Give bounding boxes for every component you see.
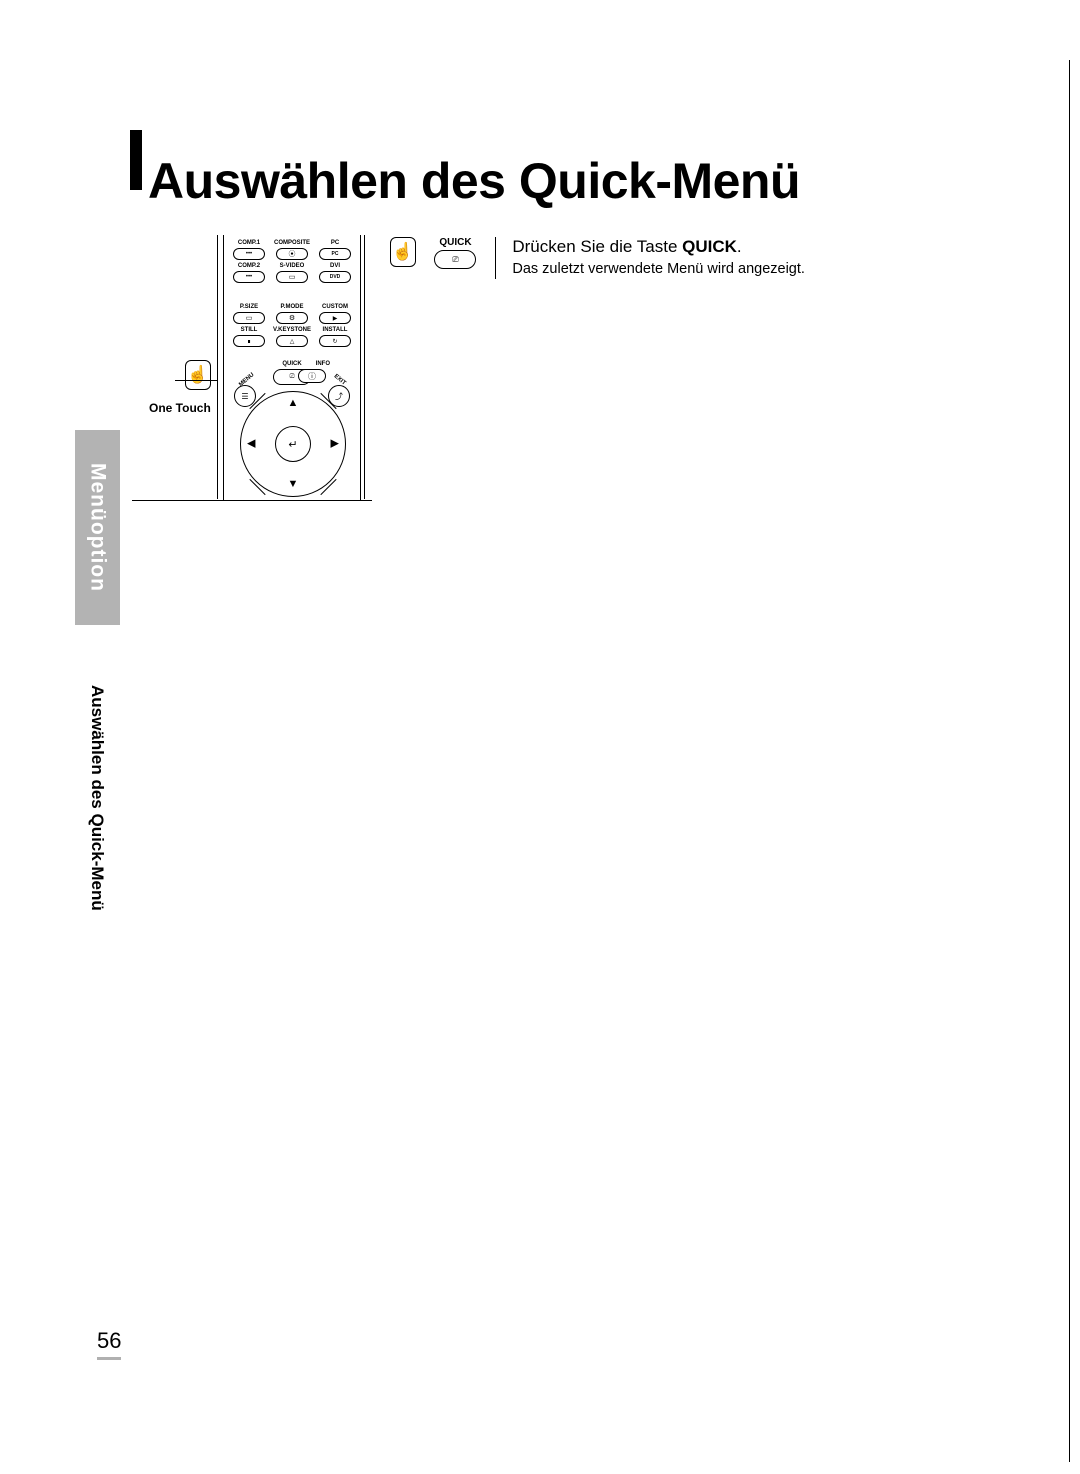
nav-enter-icon xyxy=(275,426,311,462)
page-number: 56 xyxy=(97,1328,121,1360)
remote-button-icon xyxy=(276,335,308,347)
remote-button: STILL xyxy=(230,326,268,349)
remote-button-label: V.KEYSTONE xyxy=(273,326,311,334)
remote-button-label: DVI xyxy=(316,262,354,270)
nav-up-icon xyxy=(288,398,299,409)
side-tab-section-label: Menüoption xyxy=(86,463,110,592)
instruction-text: Drücken Sie die Taste QUICK. Das zuletzt… xyxy=(512,237,805,277)
heading-bar xyxy=(130,130,142,190)
remote-button-label: P.MODE xyxy=(273,303,311,311)
remote-button-row: COMP.1 COMPOSITE PC xyxy=(224,239,360,262)
remote-button-label: COMPOSITE xyxy=(273,239,311,247)
remote-info-label: INFO xyxy=(316,361,330,367)
remote-button-icon xyxy=(276,248,308,260)
remote-button: P.SIZE xyxy=(230,303,268,326)
remote-illustration: COMP.1 COMPOSITE PC COMP.2 S-VIDEO DVI P.SIZE… xyxy=(217,235,367,500)
remote-button-icon xyxy=(233,335,265,347)
quick-button-icon xyxy=(434,250,476,269)
remote-button-label: COMP.1 xyxy=(230,239,268,247)
remote-button: COMP.2 xyxy=(230,262,268,285)
remote-button-icon xyxy=(319,248,351,260)
touch-icon xyxy=(185,360,211,390)
remote-button-icon xyxy=(319,312,351,324)
remote-button-label: PC xyxy=(316,239,354,247)
remote-button-icon xyxy=(276,312,308,324)
side-tab: Menüoption Auswählen des Quick-Menü xyxy=(75,430,120,1210)
remote-under-line xyxy=(132,500,372,501)
remote-button-label: INSTALL xyxy=(316,326,354,334)
instruction-line1-suffix: . xyxy=(737,237,742,256)
remote-button-icon xyxy=(319,335,351,347)
touch-icon xyxy=(390,237,416,267)
remote-button-icon xyxy=(233,248,265,260)
instruction-divider xyxy=(495,237,496,279)
one-touch-callout: One Touch xyxy=(149,360,211,415)
side-tab-section-box: Menüoption xyxy=(75,430,120,625)
nav-ring-outer xyxy=(240,391,346,497)
remote-button: PC xyxy=(316,239,354,262)
remote-button-row: COMP.2 S-VIDEO DVI xyxy=(224,262,360,285)
side-tab-title: Auswählen des Quick-Menü xyxy=(87,625,107,911)
remote-input-rows: COMP.1 COMPOSITE PC COMP.2 S-VIDEO DVI xyxy=(224,239,360,285)
page-right-border xyxy=(1069,60,1070,1462)
remote-info-button-icon: ⓘ xyxy=(298,369,326,383)
remote-button-label: COMP.2 xyxy=(230,262,268,270)
nav-left-icon xyxy=(247,439,255,450)
remote-button-label: CUSTOM xyxy=(316,303,354,311)
remote-button-label: S-VIDEO xyxy=(273,262,311,270)
remote-button: COMPOSITE xyxy=(273,239,311,262)
remote-button-row: STILL V.KEYSTONE INSTALL xyxy=(224,326,360,349)
remote-button: INSTALL xyxy=(316,326,354,349)
nav-right-icon xyxy=(331,439,339,450)
remote-button-icon xyxy=(233,271,265,283)
remote-button-icon xyxy=(233,312,265,324)
remote-mode-rows: P.SIZE P.MODE CUSTOM STILL V.KEYSTONE INSTALL xyxy=(224,303,360,349)
remote-button-icon xyxy=(276,271,308,283)
instruction-block: QUICK Drücken Sie die Taste QUICK. Das z… xyxy=(390,237,805,279)
remote-nav-ring xyxy=(240,391,344,495)
instruction-line1-bold: QUICK xyxy=(682,237,737,256)
remote-quick-label: QUICK xyxy=(282,361,301,367)
remote-button-icon xyxy=(319,271,351,283)
remote-button-label: P.SIZE xyxy=(230,303,268,311)
quick-button-label: QUICK xyxy=(434,237,476,248)
instruction-line1-prefix: Drücken Sie die Taste xyxy=(512,237,682,256)
remote-inner: COMP.1 COMPOSITE PC COMP.2 S-VIDEO DVI P.SIZE… xyxy=(223,235,361,500)
quick-button-illustration: QUICK xyxy=(434,237,476,269)
remote-button: DVI xyxy=(316,262,354,285)
remote-button-row: P.SIZE P.MODE CUSTOM xyxy=(224,303,360,326)
instruction-line1: Drücken Sie die Taste QUICK. xyxy=(512,237,805,257)
manual-page: Auswählen des Quick-Menü Menüoption Ausw… xyxy=(0,0,1080,1474)
remote-button: V.KEYSTONE xyxy=(273,326,311,349)
remote-button: COMP.1 xyxy=(230,239,268,262)
remote-button: P.MODE xyxy=(273,303,311,326)
nav-down-icon xyxy=(288,479,299,490)
remote-button: S-VIDEO xyxy=(273,262,311,285)
page-number-value: 56 xyxy=(97,1328,121,1360)
remote-button: CUSTOM xyxy=(316,303,354,326)
one-touch-label: One Touch xyxy=(149,401,211,415)
remote-button-label: STILL xyxy=(230,326,268,334)
instruction-line2: Das zuletzt verwendete Menü wird angezei… xyxy=(512,261,805,277)
page-heading: Auswählen des Quick-Menü xyxy=(148,152,800,210)
